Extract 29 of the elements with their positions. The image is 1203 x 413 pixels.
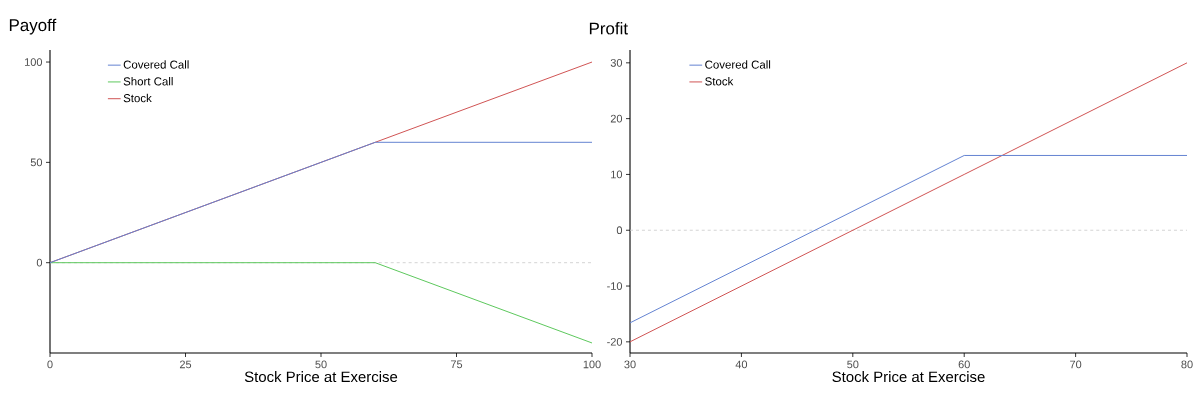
x-tick-label: 0 (47, 360, 53, 369)
legend-label: Covered Call (123, 60, 189, 69)
legend-label: Stock (123, 93, 152, 103)
x-tick-label: 50 (847, 360, 859, 369)
x-tick-label: 25 (179, 360, 192, 369)
y-tick-label: -20 (607, 337, 623, 346)
x-tick-label: 50 (315, 360, 327, 369)
chart-title: Payoff (9, 18, 57, 35)
y-tick-label: -10 (607, 282, 623, 290)
legend-label: Stock (705, 77, 734, 86)
x-tick-label: 30 (624, 360, 636, 369)
x-tick-label: 80 (1181, 360, 1193, 369)
x-tick-label: 60 (958, 360, 970, 369)
x-axis-title: Stock Price at Exercise (244, 371, 398, 383)
x-tick-label: 75 (450, 360, 463, 369)
y-tick-label: 30 (610, 58, 623, 67)
legend-label: Covered Call (705, 60, 771, 69)
y-tick-label: 0 (36, 258, 43, 267)
y-tick-label: 100 (25, 58, 43, 66)
x-tick-label: 40 (735, 360, 748, 369)
y-tick-label: 50 (30, 158, 43, 167)
x-tick-label: 70 (1070, 360, 1082, 369)
x-tick-label: 100 (583, 360, 601, 369)
y-tick-label: 20 (610, 114, 623, 123)
legend-label: Short Call (123, 77, 173, 86)
chart-title: Profit (589, 22, 628, 35)
y-tick-label: 0 (616, 226, 623, 235)
x-axis-title: Stock Price at Exercise (832, 371, 985, 383)
y-tick-label: 10 (611, 170, 623, 179)
